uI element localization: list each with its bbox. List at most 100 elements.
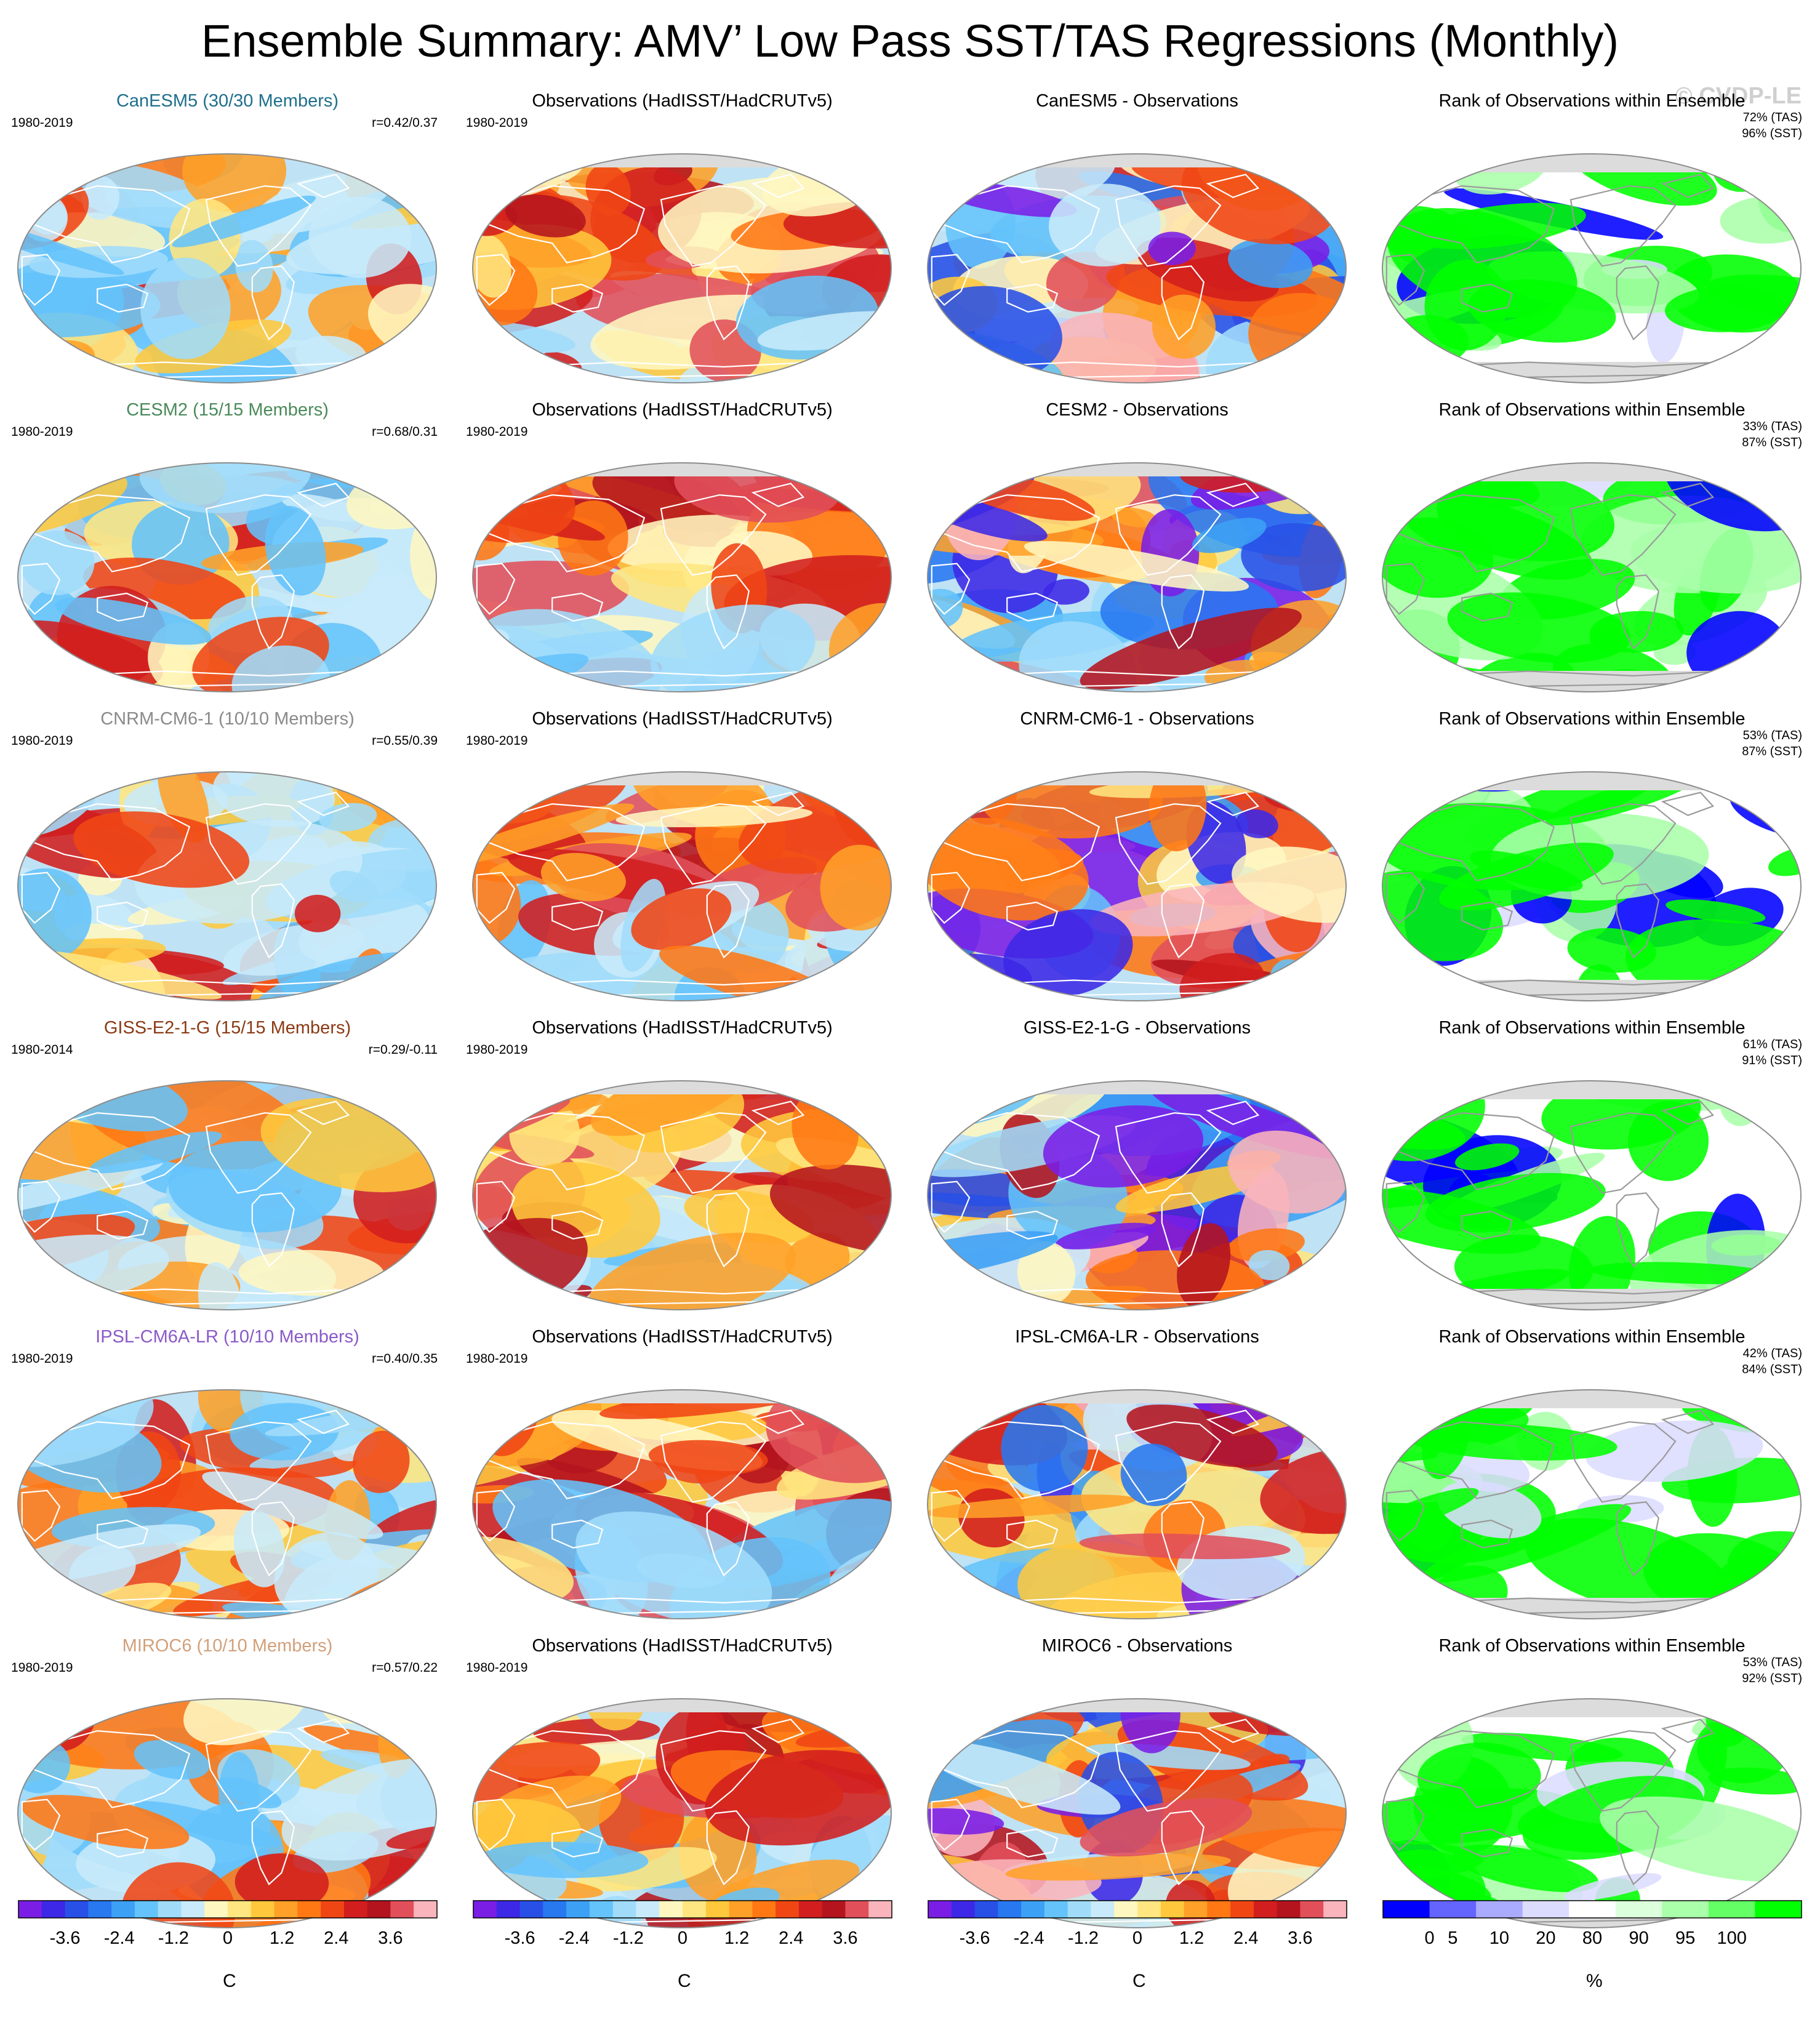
pattern-correlation: r=0.55/0.39 <box>372 734 438 748</box>
colorbar-swatch <box>1137 1901 1161 1918</box>
colorbar-tick-label: -1.2 <box>1068 1928 1099 1948</box>
coastline <box>27 1730 191 1808</box>
coastline <box>1569 803 1677 885</box>
colorbar-tick-label: 100 <box>1717 1928 1747 1948</box>
colorbar-swatch <box>974 1901 998 1918</box>
coastline <box>1161 883 1205 959</box>
diff-panel-title: CESM2 - Observations <box>1046 400 1229 420</box>
colorbar-swatch <box>1569 1901 1616 1918</box>
colorbar-swatch <box>41 1901 66 1918</box>
coastline <box>1206 1409 1260 1434</box>
period-label: 1980-2019 <box>466 734 528 748</box>
model-panel-title: CanESM5 (30/30 Members) <box>116 91 339 111</box>
model-panel-title: MIROC6 (10/10 Members) <box>122 1636 333 1656</box>
rank-map <box>1382 1389 1802 1619</box>
coastline <box>251 574 295 650</box>
rank-tas: 53% (TAS) <box>1742 1656 1802 1669</box>
colorbar-graphic: 0 5 10 20 80 90 95 100 <box>1382 1900 1802 1948</box>
colorbar-swatch <box>1160 1901 1185 1918</box>
map-field <box>18 1699 436 1928</box>
colorbar-swatch <box>228 1901 252 1918</box>
colorbar-swatch <box>1662 1901 1709 1918</box>
pattern-correlation: r=0.68/0.31 <box>372 425 438 439</box>
coastline <box>751 1101 805 1125</box>
colorbar-tick-label: 2.4 <box>324 1928 348 1948</box>
colorbar: -3.6 -2.4 -1.2 0 1.2 2.4 3.6 C <box>455 1895 910 1993</box>
coastline <box>660 1730 767 1812</box>
rank-panel: Rank of Observations within Ensemble 61% … <box>1365 1013 1819 1322</box>
coastline <box>1392 185 1555 263</box>
colorbar-swatch <box>543 1901 567 1918</box>
coastline <box>1616 883 1659 959</box>
coastline <box>27 803 191 881</box>
model-map <box>17 1080 437 1310</box>
colorbar-swatch <box>729 1901 753 1918</box>
diff-map <box>927 462 1347 692</box>
coastline <box>1392 1112 1555 1190</box>
rank-map <box>1382 771 1802 1001</box>
coastline <box>205 494 312 576</box>
model-panel: CanESM5 (30/30 Members) 1980-2019 r=0.42/0… <box>0 86 455 395</box>
map-border <box>1382 462 1802 692</box>
coastline <box>551 592 604 622</box>
model-panel: MIROC6 (10/10 Members) 1980-2019 r=0.57/0.… <box>0 1631 455 1940</box>
coastline <box>706 1192 750 1268</box>
rank-panel-title: Rank of Observations within Ensemble <box>1438 91 1746 111</box>
coastline <box>660 1421 767 1503</box>
map-field <box>1382 463 1801 692</box>
coastline <box>205 1421 312 1503</box>
obs-panel: Observations (HadISST/HadCRUTv5) 1980-201… <box>455 1013 910 1322</box>
colorbar-swatch <box>612 1901 636 1918</box>
colorbar-unit: C <box>223 1971 236 1991</box>
coastline <box>251 265 295 341</box>
coastline <box>1206 174 1260 198</box>
map-border <box>927 1389 1347 1619</box>
map-border <box>472 1389 892 1619</box>
model-panel-title: GISS-E2-1-G (15/15 Members) <box>103 1018 351 1038</box>
coastline <box>1392 1421 1555 1499</box>
map-field <box>18 772 436 1001</box>
rank-sst: 87% (SST) <box>1742 436 1802 449</box>
rank-panel: Rank of Observations within Ensemble 42% … <box>1365 1322 1819 1631</box>
coastline <box>751 1718 805 1743</box>
coastline <box>1006 592 1059 622</box>
period-label: 1980-2019 <box>466 116 528 130</box>
coastline <box>205 803 312 885</box>
coastline <box>97 1519 149 1549</box>
period-label: 1980-2019 <box>11 1661 73 1675</box>
obs-panel: Observations (HadISST/HadCRUTv5) 1980-201… <box>455 86 910 395</box>
coastline <box>660 494 767 576</box>
coastline <box>551 901 604 931</box>
model-panel: CESM2 (15/15 Members) 1980-2019 r=0.68/0.3… <box>0 395 455 704</box>
coastline <box>1006 901 1059 931</box>
colorbar-swatch <box>928 1901 952 1918</box>
coastline <box>1616 1810 1659 1886</box>
obs-map <box>472 1698 892 1928</box>
coastline <box>1461 1210 1513 1240</box>
colorbar: -3.6 -2.4 -1.2 0 1.2 2.4 3.6 C <box>910 1895 1365 1993</box>
map-border <box>472 153 892 383</box>
colorbar-unit: C <box>678 1971 691 1991</box>
coastline <box>1206 1718 1260 1743</box>
coastline <box>97 1210 149 1240</box>
coastline <box>1616 1501 1659 1577</box>
colorbar-tick-label: 0 <box>223 1928 233 1948</box>
coastline <box>251 1810 295 1886</box>
map-border <box>472 1698 892 1928</box>
coastline <box>660 1112 767 1194</box>
model-panel-title: CESM2 (15/15 Members) <box>126 400 329 420</box>
coastline <box>1569 1421 1677 1503</box>
colorbar-swatch <box>1091 1901 1115 1918</box>
period-label: 1980-2019 <box>466 425 528 439</box>
coastline <box>706 1810 750 1886</box>
colorbar-tick-label: 5 <box>1448 1928 1457 1948</box>
map-field <box>928 463 1346 692</box>
colorbar-swatch <box>390 1901 414 1918</box>
coastline <box>551 1210 604 1240</box>
model-map <box>17 1389 437 1619</box>
obs-panel-title: Observations (HadISST/HadCRUTv5) <box>532 400 833 420</box>
coastline <box>1661 1718 1715 1743</box>
coastline <box>751 792 805 816</box>
diff-panel-title: IPSL-CM6A-LR - Observations <box>1015 1327 1259 1347</box>
